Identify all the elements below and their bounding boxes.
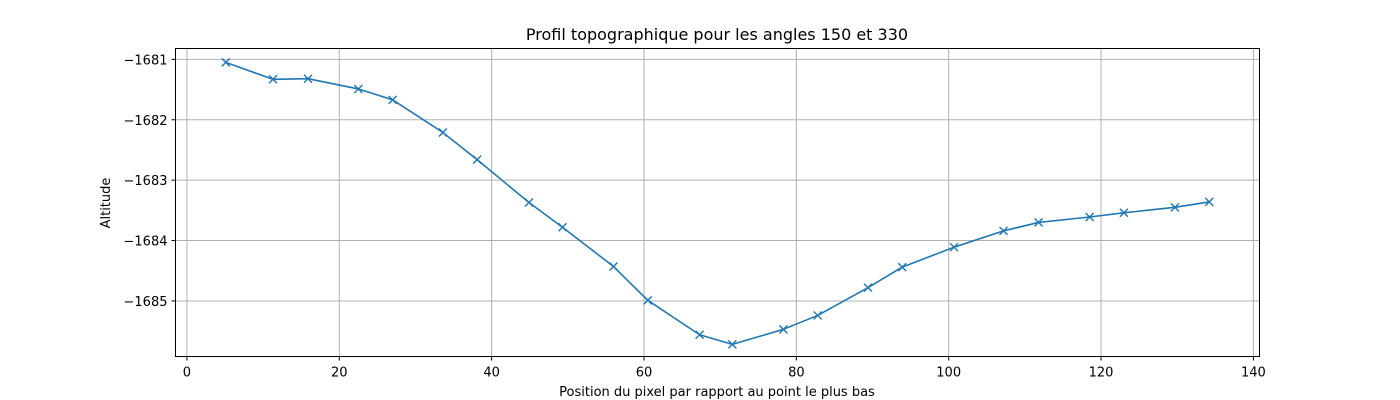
data-point-marker — [1170, 202, 1180, 212]
data-point-marker — [727, 339, 737, 349]
x-tick-label: 120 — [1089, 366, 1114, 381]
data-point-marker — [778, 324, 788, 334]
x-tick-label: 60 — [636, 366, 653, 381]
x-tick-label: 20 — [331, 366, 348, 381]
data-point-marker — [353, 84, 363, 94]
x-tick-label: 40 — [483, 366, 500, 381]
data-point-marker — [221, 57, 231, 67]
data-point-marker — [438, 127, 448, 137]
data-point-marker — [1119, 208, 1129, 218]
data-point-marker — [268, 74, 278, 84]
data-point-marker — [1034, 217, 1044, 227]
data-point-marker — [524, 198, 534, 207]
y-tick-label: −1681 — [124, 53, 168, 68]
data-point-marker — [1204, 197, 1214, 207]
data-point-marker — [557, 222, 567, 232]
series-line — [225, 61, 1210, 346]
x-axis: 0 20 40 60 80 100 120 140 — [183, 356, 1266, 381]
y-tick-label: −1682 — [124, 114, 168, 129]
y-axis-label: Altitude — [99, 178, 114, 229]
data-point-marker — [643, 295, 653, 305]
x-tick-label: 100 — [936, 366, 961, 381]
data-point-marker — [303, 74, 313, 84]
data-point-marker — [897, 262, 907, 272]
grid — [175, 48, 1260, 357]
y-tick-label: −1684 — [124, 235, 168, 250]
data-point-marker — [609, 262, 619, 272]
data-point-marker — [472, 155, 482, 165]
x-tick-label: 140 — [1241, 366, 1266, 381]
data-point-marker — [813, 310, 823, 320]
plot-frame — [175, 48, 1260, 357]
data-point-marker — [949, 242, 959, 252]
x-axis-label: Position du pixel par rapport au point l… — [559, 385, 875, 400]
x-tick-label: 80 — [788, 366, 805, 381]
chart-title: Profil topographique pour les angles 150… — [526, 25, 908, 44]
data-point-marker — [1085, 212, 1095, 222]
data-point-marker — [388, 95, 398, 105]
series-layer — [221, 57, 1214, 349]
data-point-marker — [999, 226, 1009, 236]
data-point-marker — [695, 330, 705, 340]
y-tick-label: −1685 — [124, 295, 168, 310]
x-tick-label: 0 — [183, 366, 191, 381]
y-axis: −1681 −1682 −1683 −1684 −1685 — [124, 53, 176, 310]
y-tick-label: −1683 — [124, 174, 168, 189]
data-point-marker — [863, 283, 873, 293]
